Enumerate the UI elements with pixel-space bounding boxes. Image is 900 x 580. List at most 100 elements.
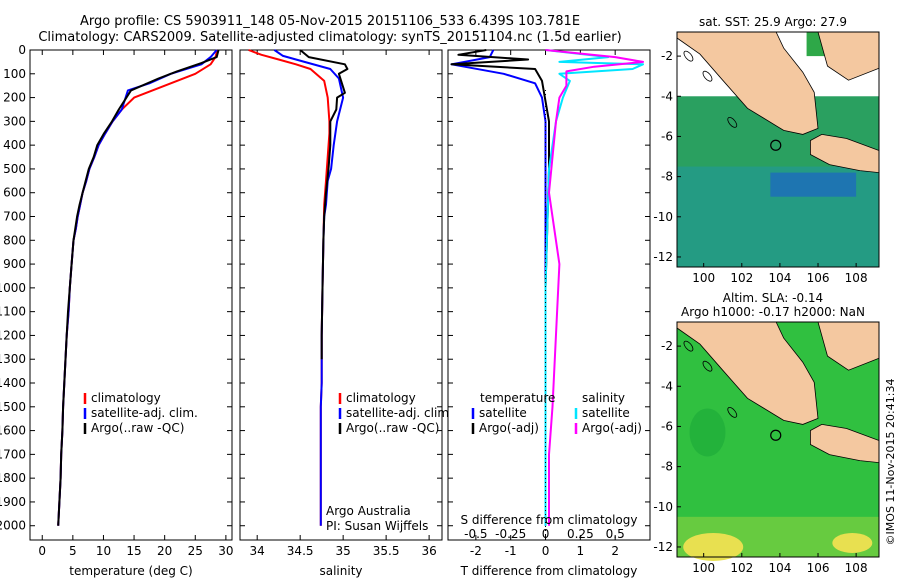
difference-xtick-label: 0 bbox=[542, 544, 550, 558]
legend-label-sat-t: satellite-adj. clim. bbox=[91, 406, 198, 420]
difference-x2tick-label: 0 bbox=[542, 527, 550, 541]
sst_map-island-2 bbox=[727, 117, 738, 128]
sla_map-ytick-label: -2 bbox=[661, 339, 673, 353]
temperature-ytick-label: 1900 bbox=[0, 495, 26, 509]
sst_map-xtick-label: 104 bbox=[768, 271, 791, 285]
sst_map-ytick-label: -2 bbox=[661, 49, 673, 63]
sst_map-xtick-label: 106 bbox=[807, 271, 830, 285]
sla-map-subtitle: Argo h1000: -0.17 h2000: NaN bbox=[681, 305, 865, 319]
legend-label-sat-ds: satellite bbox=[582, 406, 630, 420]
title-line-2: Climatology: CARS2009. Satellite-adjuste… bbox=[38, 30, 622, 45]
difference-xtick-label: 2 bbox=[611, 544, 619, 558]
temperature-ytick-label: 400 bbox=[3, 138, 26, 152]
salinity-xtick-label: 35 bbox=[336, 544, 351, 558]
sla_map-xtick-label: 106 bbox=[807, 561, 830, 575]
sst_map-sumatra-land bbox=[676, 31, 819, 135]
temperature-ytick-label: 500 bbox=[3, 162, 26, 176]
sla_map-argo-marker bbox=[770, 429, 782, 441]
sla-yellow-patch-east bbox=[832, 532, 873, 553]
temperature-ytick-label: 1200 bbox=[0, 328, 26, 342]
temperature-ytick-label: 1000 bbox=[0, 281, 26, 295]
temperature-xtick-label: 15 bbox=[126, 544, 141, 558]
sla_map-xtick-label: 102 bbox=[730, 561, 753, 575]
difference-x2tick-label: 0.25 bbox=[567, 527, 594, 541]
temperature-ytick-label: 300 bbox=[3, 114, 26, 128]
sla_map-xtick-label: 108 bbox=[845, 561, 868, 575]
sst_map-xtick-label: 102 bbox=[730, 271, 753, 285]
salinity-annotation-institution: Argo Australia bbox=[326, 504, 411, 518]
salinity-xtick-label: 36 bbox=[421, 544, 436, 558]
sst_map-frame bbox=[676, 31, 880, 268]
temperature-ytick-label: 100 bbox=[3, 67, 26, 81]
sla-yellow-patch-west bbox=[683, 532, 744, 561]
temperature-xtick-label: 0 bbox=[38, 544, 46, 558]
legend-label-sat-dt: satellite bbox=[479, 406, 527, 420]
sst_map-ytick-label: -6 bbox=[661, 129, 673, 143]
temperature-axes-frame bbox=[29, 49, 233, 541]
legend-salinity-heading: salinity bbox=[582, 391, 625, 405]
temperature-ytick-label: 900 bbox=[3, 257, 26, 271]
temperature-ytick-label: 0 bbox=[18, 43, 26, 57]
temperature-ytick-label: 1400 bbox=[0, 376, 26, 390]
difference-xtick-label: -1 bbox=[505, 544, 517, 558]
temperature-ytick-label: 600 bbox=[3, 186, 26, 200]
difference-xlabel: T difference from climatology bbox=[460, 564, 638, 578]
sla-map-title: Altim. SLA: -0.14 bbox=[723, 291, 823, 305]
temperature-xtick-label: 20 bbox=[157, 544, 172, 558]
sst-cold-band bbox=[770, 172, 857, 197]
legend-label-clim-s: climatology bbox=[346, 391, 416, 405]
temperature-series-argo-raw-qc- bbox=[57, 49, 220, 526]
salinity-xtick-label: 35.5 bbox=[373, 544, 400, 558]
difference-x2label: S difference from climatology bbox=[461, 513, 638, 527]
difference-series-argo-adj--salinity bbox=[545, 49, 644, 526]
salinity-annotation-pi: PI: Susan Wijffels bbox=[326, 519, 428, 533]
temperature-ytick-label: 800 bbox=[3, 233, 26, 247]
sla_map-ytick-label: -8 bbox=[661, 460, 673, 474]
sst_map-ytick-label: -10 bbox=[653, 210, 673, 224]
legend-label-argo-ds: Argo(-adj) bbox=[582, 421, 642, 435]
sla_map-xtick-label: 104 bbox=[768, 561, 791, 575]
salinity-axes-frame bbox=[239, 49, 443, 541]
difference-x2tick-label: -0.5 bbox=[464, 527, 487, 541]
legend-label-argo-t: Argo(..raw -QC) bbox=[91, 421, 184, 435]
temperature-xtick-label: 10 bbox=[96, 544, 111, 558]
temperature-xtick-label: 30 bbox=[218, 544, 233, 558]
salinity-xtick-label: 34.5 bbox=[287, 544, 314, 558]
sla_map-xtick-label: 100 bbox=[692, 561, 715, 575]
temperature-xlabel: temperature (deg C) bbox=[69, 564, 192, 578]
sla_map-ytick-label: -4 bbox=[661, 379, 673, 393]
temperature-xtick-label: 5 bbox=[69, 544, 77, 558]
legend-temperature-heading: temperature bbox=[480, 391, 555, 405]
copyright-credit: ©IMOS 11-Nov-2015 20:41:34 bbox=[884, 379, 897, 546]
sla_map-island-1 bbox=[702, 360, 713, 372]
sst_map-argo-marker bbox=[770, 139, 782, 151]
legend-label-sat-s: satellite-adj. clim. bbox=[346, 406, 453, 420]
temperature-ytick-label: 1300 bbox=[0, 352, 26, 366]
temperature-ytick-label: 1500 bbox=[0, 400, 26, 414]
temperature-ytick-label: 1600 bbox=[0, 424, 26, 438]
salinity-series-argo-raw-qc- bbox=[299, 49, 349, 360]
sst_map-ytick-label: -12 bbox=[653, 250, 673, 264]
legend-label-argo-s: Argo(..raw -QC) bbox=[346, 421, 439, 435]
sla_map-frame bbox=[676, 321, 880, 558]
difference-series-satellite-salinity bbox=[544, 49, 644, 526]
salinity-xlabel: salinity bbox=[319, 564, 362, 578]
sla_map-island-2 bbox=[727, 407, 738, 418]
sst_map-xtick-label: 108 bbox=[845, 271, 868, 285]
sla_map-group bbox=[676, 321, 880, 561]
title-line-1: Argo profile: CS 5903911_148 05-Nov-2015… bbox=[79, 14, 581, 29]
sla_map-ytick-label: -12 bbox=[653, 540, 673, 554]
legend-label-argo-dt: Argo(-adj) bbox=[479, 421, 539, 435]
sla_map-island-0 bbox=[683, 340, 694, 352]
difference-xtick-label: 1 bbox=[577, 544, 585, 558]
sst_map-xtick-label: 100 bbox=[692, 271, 715, 285]
sst-map-title: sat. SST: 25.9 Argo: 27.9 bbox=[699, 15, 847, 29]
temperature-ytick-label: 1800 bbox=[0, 471, 26, 485]
sla_map-ytick-label: -10 bbox=[653, 500, 673, 514]
sla-dark-patch bbox=[689, 408, 726, 457]
temperature-ytick-label: 200 bbox=[3, 91, 26, 105]
sla_map-sumatra-land bbox=[676, 321, 819, 425]
temperature-ytick-label: 1100 bbox=[0, 305, 26, 319]
legend-label-clim-t: climatology bbox=[91, 391, 161, 405]
